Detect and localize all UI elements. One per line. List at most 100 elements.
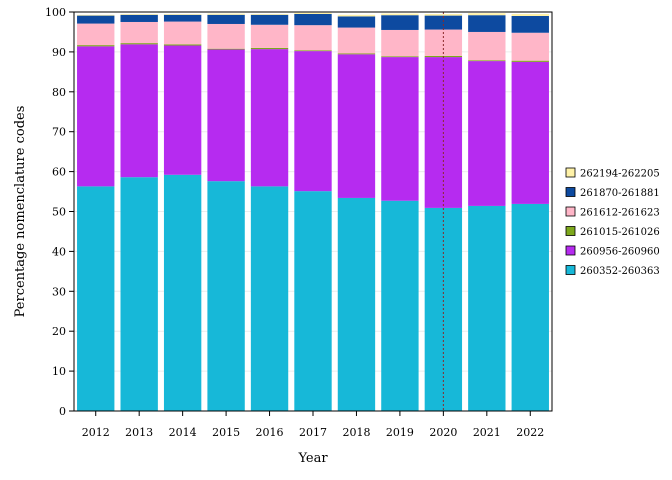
y-tick-label: 40 xyxy=(52,245,66,258)
bar-segment-261612-261623 xyxy=(381,29,419,57)
bar-segment-261015-261026 xyxy=(77,45,115,47)
legend-item: 262194-262205 xyxy=(565,167,660,180)
y-tick-label: 10 xyxy=(52,365,66,378)
bar-segment-260956-260960 xyxy=(294,51,332,192)
bar-segment-260956-260960 xyxy=(207,49,245,182)
y-axis-title: Percentage nomenclature codes xyxy=(13,106,28,318)
legend: 262194-262205 261870-261881 261612-261623 2… xyxy=(565,167,660,277)
legend-swatch xyxy=(565,206,576,217)
bar-segment-260956-260960 xyxy=(77,46,115,187)
bar-segment-260352-260363 xyxy=(120,177,158,411)
bar-segment-261870-261881 xyxy=(424,15,463,30)
bar-stack-2016 xyxy=(250,13,289,411)
x-tick-label: 2020 xyxy=(429,426,457,439)
bar-segment-262194-262205 xyxy=(468,13,506,16)
legend-label: 260956-260960 xyxy=(580,247,660,258)
bar-segment-261015-261026 xyxy=(468,60,506,62)
bar-stack-2021 xyxy=(468,13,506,411)
bar-segment-262194-262205 xyxy=(120,13,158,15)
bar-stack-2017 xyxy=(294,12,332,411)
bar-stack-2019 xyxy=(381,13,419,411)
bar-segment-262194-262205 xyxy=(207,13,245,15)
bar-stack-2015 xyxy=(207,13,245,411)
legend-item: 261015-261026 xyxy=(565,226,660,238)
bar-segment-261870-261881 xyxy=(207,14,245,24)
bar-segment-261612-261623 xyxy=(120,21,158,44)
x-tick-label: 2013 xyxy=(125,426,153,439)
bar-segment-261612-261623 xyxy=(294,25,332,51)
bar-segment-261015-261026 xyxy=(381,56,419,58)
bar-segment-261015-261026 xyxy=(163,44,202,46)
bar-segment-262194-262205 xyxy=(381,13,419,16)
bar-segment-261870-261881 xyxy=(511,15,549,33)
bar-segment-261612-261623 xyxy=(207,23,245,49)
legend-swatch xyxy=(565,265,576,275)
legend-item: 260352-260363 xyxy=(565,265,660,277)
x-tick-label: 2012 xyxy=(82,426,110,439)
legend-label: 262194-262205 xyxy=(580,169,660,180)
y-tick-label: 30 xyxy=(52,285,66,298)
bar-segment-260956-260960 xyxy=(381,57,419,201)
bar-segment-262194-262205 xyxy=(163,13,202,15)
x-tick-label: 2016 xyxy=(256,426,284,439)
bar-segment-261612-261623 xyxy=(77,23,115,46)
bar-segment-262194-262205 xyxy=(424,13,463,16)
bar-segment-261015-261026 xyxy=(511,60,549,62)
bar-segment-261870-261881 xyxy=(468,15,506,32)
legend-item: 261612-261623 xyxy=(565,206,660,219)
bar-segment-260352-260363 xyxy=(163,174,202,411)
bar-segment-262194-262205 xyxy=(250,13,289,15)
bar-segment-262194-262205 xyxy=(77,14,115,16)
bar-segment-261870-261881 xyxy=(120,14,158,22)
bar-segment-261612-261623 xyxy=(337,27,376,54)
bar-segment-261015-261026 xyxy=(294,50,332,52)
bar-segment-261015-261026 xyxy=(120,43,158,45)
y-tick-label: 0 xyxy=(59,405,66,418)
legend-swatch xyxy=(565,187,576,197)
bar-segment-260352-260363 xyxy=(207,181,245,411)
bar-segment-261870-261881 xyxy=(381,15,419,30)
legend-swatch xyxy=(565,167,576,178)
bar-segment-261015-261026 xyxy=(337,53,376,55)
y-tick-label: 50 xyxy=(52,206,66,219)
bar-stack-2013 xyxy=(120,13,158,411)
y-tick-label: 90 xyxy=(52,46,66,59)
bar-segment-260956-260960 xyxy=(511,61,549,204)
bar-stack-2018 xyxy=(337,14,376,411)
bar-segment-261612-261623 xyxy=(468,31,506,61)
bar-stack-2022 xyxy=(511,13,549,411)
legend-item: 260956-260960 xyxy=(565,245,660,258)
bar-segment-260956-260960 xyxy=(337,54,376,198)
bar-segment-260352-260363 xyxy=(77,186,115,411)
bar-segment-261870-261881 xyxy=(163,14,202,22)
bar-stack-2012 xyxy=(77,14,115,411)
y-tick-label: 60 xyxy=(52,166,66,179)
legend-label: 261870-261881 xyxy=(580,188,660,199)
x-tick-label: 2019 xyxy=(386,426,414,439)
legend-swatch xyxy=(565,245,576,256)
bar-segment-261870-261881 xyxy=(337,16,376,28)
x-tick-label: 2018 xyxy=(342,426,370,439)
bar-stack-2014 xyxy=(163,13,202,411)
bar-segment-262194-262205 xyxy=(337,14,376,17)
y-tick-label: 70 xyxy=(52,126,66,139)
x-axis-title: Year xyxy=(297,451,328,466)
bars xyxy=(77,12,549,411)
x-tick-label: 2017 xyxy=(299,426,327,439)
legend-label: 261612-261623 xyxy=(580,208,660,219)
bar-segment-261612-261623 xyxy=(163,21,202,45)
y-tick-label: 100 xyxy=(45,6,66,19)
legend-label: 261015-261026 xyxy=(580,227,660,238)
bar-segment-261015-261026 xyxy=(207,48,245,50)
x-axis-ticks: 2012 2013 2014 2015 2016 2017 2018 2019 2020 2021… xyxy=(82,411,544,439)
x-tick-label: 2021 xyxy=(473,426,501,439)
bar-segment-261870-261881 xyxy=(250,14,289,25)
bar-segment-260352-260363 xyxy=(381,200,419,411)
x-tick-label: 2015 xyxy=(212,426,240,439)
bar-segment-260956-260960 xyxy=(120,44,158,178)
bar-segment-260352-260363 xyxy=(250,186,289,411)
bar-segment-260352-260363 xyxy=(337,197,376,411)
x-tick-label: 2014 xyxy=(169,426,197,439)
bar-segment-260956-260960 xyxy=(468,61,506,206)
